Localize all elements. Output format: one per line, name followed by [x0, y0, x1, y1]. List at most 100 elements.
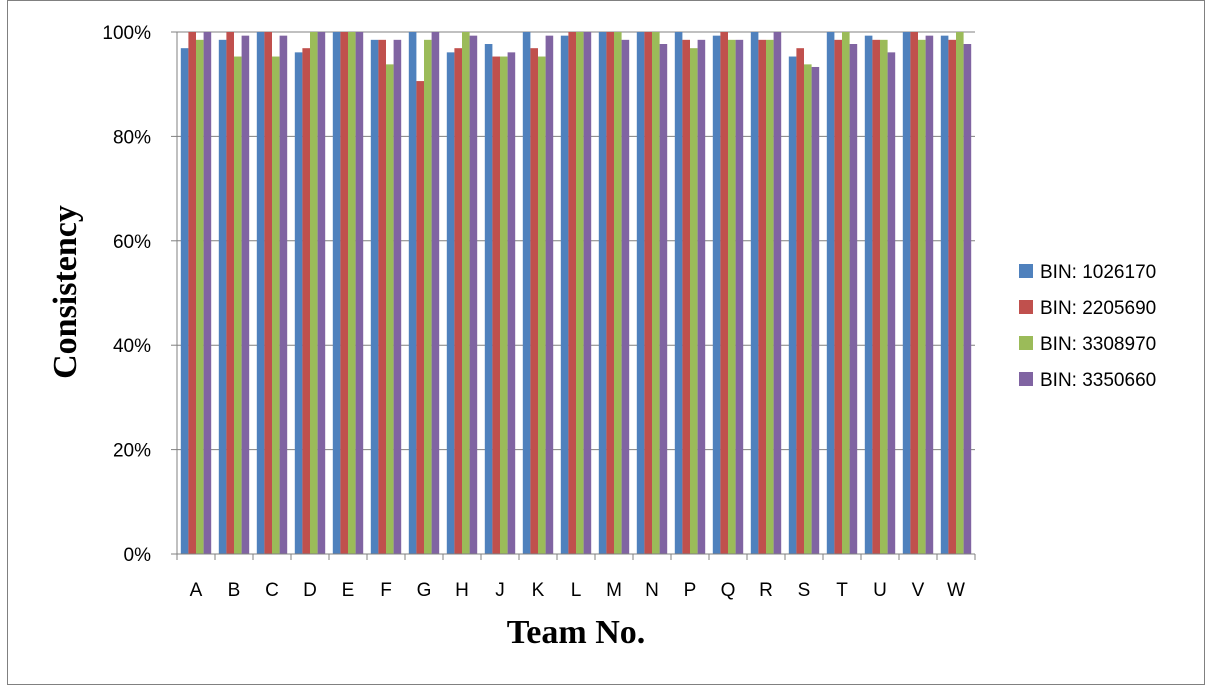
bar [720, 32, 728, 554]
x-tick-label: L [571, 580, 582, 601]
bar [697, 39, 706, 554]
bar [583, 32, 592, 554]
bar [925, 35, 934, 555]
bar [332, 32, 341, 554]
bar [348, 32, 356, 554]
bar [545, 35, 554, 555]
bar [241, 35, 250, 555]
y-tick-label: 100% [102, 23, 151, 44]
x-tick-label: V [912, 580, 925, 601]
bar [918, 39, 926, 554]
legend-label: BIN: 1026170 [1040, 262, 1156, 283]
bar [576, 32, 584, 554]
bar [682, 39, 690, 554]
bar [408, 32, 417, 554]
bar [758, 39, 766, 554]
legend-label: BIN: 2205690 [1040, 298, 1156, 319]
bar [788, 56, 797, 555]
bar [310, 32, 318, 554]
y-tick-label: 0% [124, 545, 152, 566]
bar [750, 32, 759, 554]
bar [340, 32, 348, 554]
x-tick-label: G [417, 580, 432, 601]
bar [880, 39, 888, 554]
y-tick-label: 60% [113, 232, 151, 253]
bar [902, 32, 911, 554]
bar [644, 32, 652, 554]
bar [272, 56, 280, 555]
x-tick-label: C [265, 580, 279, 601]
bar [393, 39, 402, 554]
bar [652, 32, 660, 554]
bar [887, 52, 896, 554]
bar [256, 32, 265, 554]
bar [659, 44, 668, 554]
y-tick-label: 40% [113, 336, 151, 357]
bar [956, 32, 964, 554]
legend: BIN: 1026170 BIN: 2205690 BIN: 3308970 BIN:… [1019, 262, 1156, 391]
bar [355, 32, 364, 554]
bar [963, 44, 972, 554]
bar [203, 32, 212, 554]
bar [864, 35, 873, 555]
y-axis-title: Consistency [47, 205, 84, 379]
x-tick-label: K [532, 580, 545, 601]
bar [538, 56, 546, 555]
x-tick-label: N [645, 580, 659, 601]
x-tick-label: R [759, 580, 773, 601]
bar [218, 39, 227, 554]
bar [948, 39, 956, 554]
bar [674, 32, 683, 554]
bar [180, 48, 189, 554]
x-tick-label: H [455, 580, 469, 601]
legend-swatch [1019, 336, 1033, 350]
x-tick-label: M [606, 580, 622, 601]
bar [910, 32, 918, 554]
bar [431, 32, 440, 554]
x-tick-label: T [836, 580, 848, 601]
x-tick-label: Q [721, 580, 736, 601]
x-tick-label: B [228, 580, 241, 601]
legend-label: BIN: 3308970 [1040, 334, 1156, 355]
bar [522, 32, 531, 554]
bar [834, 39, 842, 554]
bar [606, 32, 614, 554]
bar [507, 52, 516, 554]
bar [712, 35, 721, 555]
bar [804, 64, 812, 554]
bar [773, 32, 782, 554]
x-tick-label: E [342, 580, 355, 601]
bar [484, 44, 493, 554]
x-tick-label: U [873, 580, 887, 601]
bar [378, 39, 386, 554]
bar [462, 32, 470, 554]
bar [500, 56, 508, 555]
x-tick-label: A [190, 580, 203, 601]
x-tick-label: J [495, 580, 505, 601]
bar [849, 44, 858, 554]
bar [728, 39, 736, 554]
bar [454, 48, 462, 554]
bar [492, 56, 500, 555]
axes [171, 31, 976, 560]
y-tick-label: 80% [113, 127, 151, 148]
legend-swatch [1019, 264, 1033, 278]
bar [469, 35, 478, 555]
y-tick-labels: 0% 20% 40% 60% 80% 100% [102, 23, 151, 566]
bars [180, 32, 972, 555]
x-axis-title: Team No. [507, 614, 646, 651]
bar [560, 35, 569, 555]
bar [302, 48, 310, 554]
x-tick-label: D [303, 580, 317, 601]
bar [226, 32, 234, 554]
bar [234, 56, 242, 555]
bar [766, 39, 774, 554]
bar [796, 48, 804, 554]
x-tick-label: F [380, 580, 392, 601]
bar [416, 81, 424, 555]
bar [196, 39, 204, 554]
legend-swatch [1019, 300, 1033, 314]
bar [370, 39, 379, 554]
